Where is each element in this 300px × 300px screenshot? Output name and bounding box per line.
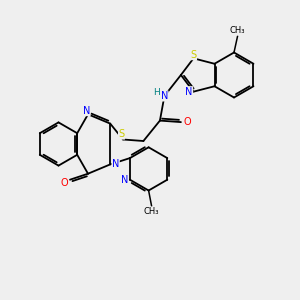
Text: CH₃: CH₃ [230, 26, 245, 35]
Text: N: N [161, 91, 168, 101]
Text: CH₃: CH₃ [144, 207, 159, 216]
Text: N: N [121, 175, 128, 185]
Text: O: O [61, 178, 68, 188]
Text: O: O [184, 117, 191, 127]
Text: S: S [190, 50, 196, 60]
Text: S: S [118, 129, 124, 139]
Text: N: N [185, 87, 193, 97]
Text: N: N [83, 106, 90, 116]
Text: H: H [153, 88, 159, 97]
Text: N: N [112, 159, 119, 170]
